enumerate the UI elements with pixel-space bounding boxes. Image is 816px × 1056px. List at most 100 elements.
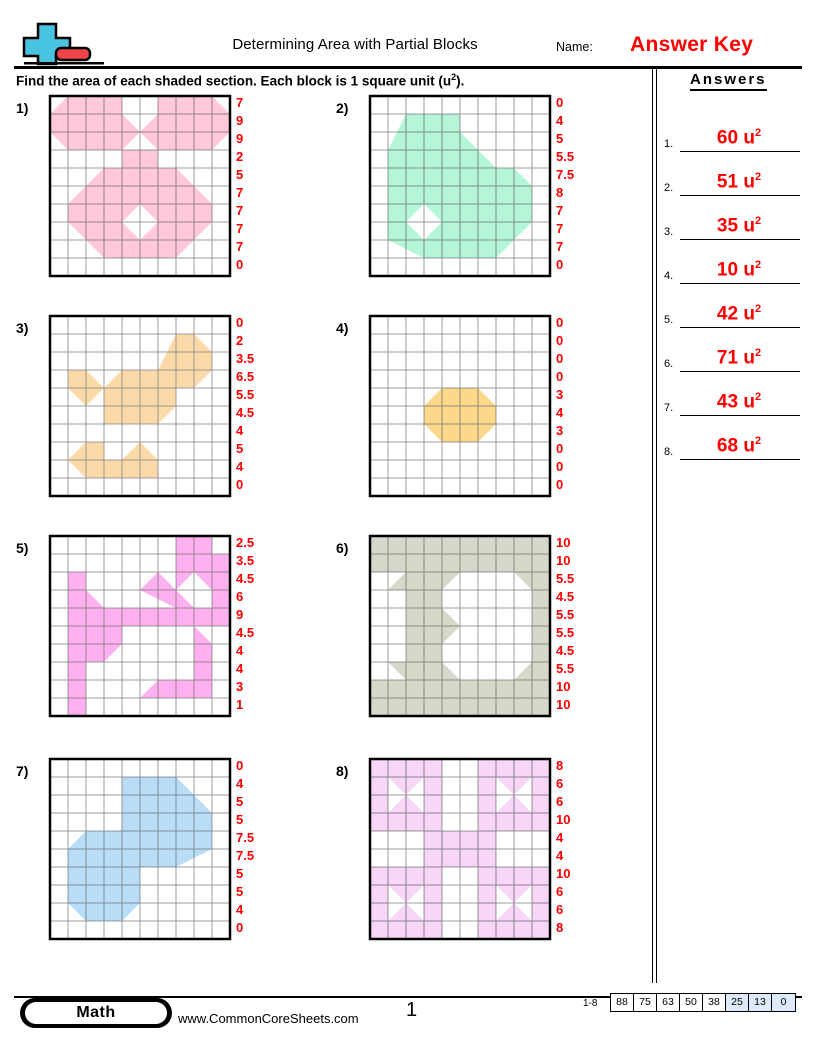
row-value: 4	[556, 405, 564, 420]
row-value: 10	[556, 553, 571, 568]
answer-value: 60 u2	[716, 126, 762, 148]
answer-value: 51 u2	[716, 170, 762, 192]
problem-number-7: 7)	[16, 763, 29, 779]
row-values-3: 0 2 3.5 6.5 5.5 4.5 4 5 4 0	[236, 314, 254, 494]
row-value: 5.5	[236, 387, 255, 402]
math-badge-label: Math	[25, 1002, 167, 1024]
answer-index: 1.	[664, 138, 674, 150]
row-value: 2.5	[236, 535, 255, 550]
row-value: 0	[556, 459, 564, 474]
answer-blank[interactable]	[680, 122, 800, 152]
grid-8	[368, 757, 552, 946]
row-value: 10	[556, 866, 571, 881]
row-value: 4.5	[556, 589, 575, 604]
problem-number-4: 4)	[336, 320, 349, 336]
answer-blank[interactable]	[680, 210, 800, 240]
row-value: 10	[556, 812, 571, 827]
row-value: 4	[556, 848, 564, 863]
score-range-label: 1-8	[583, 998, 598, 1009]
row-value: 5	[236, 812, 244, 827]
row-value: 4	[236, 423, 244, 438]
row-value: 0	[556, 477, 564, 492]
grid-6	[368, 534, 552, 723]
row-value: 5.5	[556, 607, 575, 622]
grid-2	[368, 94, 552, 283]
row-value: 7	[236, 239, 244, 254]
answer-row-7: 7. 43 u2	[664, 372, 804, 416]
answer-row-8: 8. 68 u2	[664, 416, 804, 460]
row-value: 3	[556, 387, 564, 402]
row-value: 9	[236, 113, 244, 128]
instructions-tail: ).	[456, 73, 465, 89]
row-value: 5.5	[556, 571, 575, 586]
row-value: 8	[556, 920, 564, 935]
answer-index: 8.	[664, 446, 674, 458]
row-value: 7	[556, 203, 564, 218]
row-values-6: 10 10 5.5 4.5 5.5 5.5 4.5 5.5 10 10	[556, 534, 574, 714]
answer-blank[interactable]	[680, 342, 800, 372]
page-header: Determining Area with Partial Blocks Nam…	[0, 0, 816, 69]
row-value: 4.5	[236, 571, 255, 586]
footer-divider	[14, 996, 802, 998]
row-value: 0	[236, 758, 244, 773]
score-cell: 13	[749, 994, 772, 1011]
answer-index: 4.	[664, 270, 674, 282]
row-value: 4.5	[236, 625, 255, 640]
row-value: 8	[556, 758, 564, 773]
row-value: 4	[236, 776, 244, 791]
row-value: 5	[236, 866, 244, 881]
answer-blank[interactable]	[680, 254, 800, 284]
row-value: 7	[236, 203, 244, 218]
row-value: 7.5	[236, 830, 255, 845]
math-badge: Math	[20, 998, 172, 1028]
row-value: 5.5	[556, 149, 575, 164]
row-value: 7	[556, 221, 564, 236]
row-value: 7.5	[236, 848, 255, 863]
score-cell: 63	[657, 994, 680, 1011]
row-values-8: 8 6 6 10 4 4 10 6 6 8	[556, 757, 570, 937]
row-value: 7	[236, 95, 244, 110]
grid-1	[48, 94, 232, 283]
answer-blank[interactable]	[680, 166, 800, 196]
page-number: 1	[406, 999, 418, 1021]
row-value: 9	[236, 131, 244, 146]
row-value: 3.5	[236, 553, 255, 568]
instructions-text: Find the area of each shaded section. Ea…	[16, 72, 464, 89]
row-value: 7.5	[556, 167, 575, 182]
answer-value: 10 u2	[716, 258, 762, 280]
grid-5	[48, 534, 232, 723]
row-value: 0	[556, 257, 564, 272]
answer-index: 2.	[664, 182, 674, 194]
answer-blank[interactable]	[680, 386, 800, 416]
row-value: 6	[556, 884, 564, 899]
answer-index: 5.	[664, 314, 674, 326]
row-value: 6.5	[236, 369, 255, 384]
row-value: 2	[236, 333, 244, 348]
row-values-4: 0 0 0 0 3 4 3 0 0 0	[556, 314, 563, 494]
row-value: 5	[236, 167, 244, 182]
header-divider	[14, 66, 802, 69]
row-value: 7	[236, 185, 244, 200]
score-cell: 25	[726, 994, 749, 1011]
row-value: 4	[236, 459, 244, 474]
instructions-main: Find the area of each shaded section. Ea…	[16, 73, 452, 89]
answer-blank[interactable]	[680, 430, 800, 460]
row-value: 0	[236, 920, 244, 935]
row-value: 0	[556, 351, 564, 366]
grid-4	[368, 314, 552, 503]
answer-row-4: 4. 10 u2	[664, 240, 804, 284]
row-values-5: 2.5 3.5 4.5 6 9 4.5 4 4 3 1	[236, 534, 254, 714]
problem-number-6: 6)	[336, 540, 349, 556]
score-scale: 88 75 63 50 38 25 13 0	[610, 993, 796, 1012]
row-value: 5.5	[556, 625, 575, 640]
row-value: 5	[236, 794, 244, 809]
row-value: 4	[236, 643, 244, 658]
answer-blank[interactable]	[680, 298, 800, 328]
grid-3	[48, 314, 232, 503]
row-value: 5	[236, 441, 244, 456]
row-values-1: 7 9 9 2 5 7 7 7 7 0	[236, 94, 243, 274]
row-value: 4	[236, 902, 244, 917]
row-value: 9	[236, 607, 244, 622]
row-value: 5	[556, 131, 564, 146]
answer-value: 43 u2	[716, 390, 762, 412]
